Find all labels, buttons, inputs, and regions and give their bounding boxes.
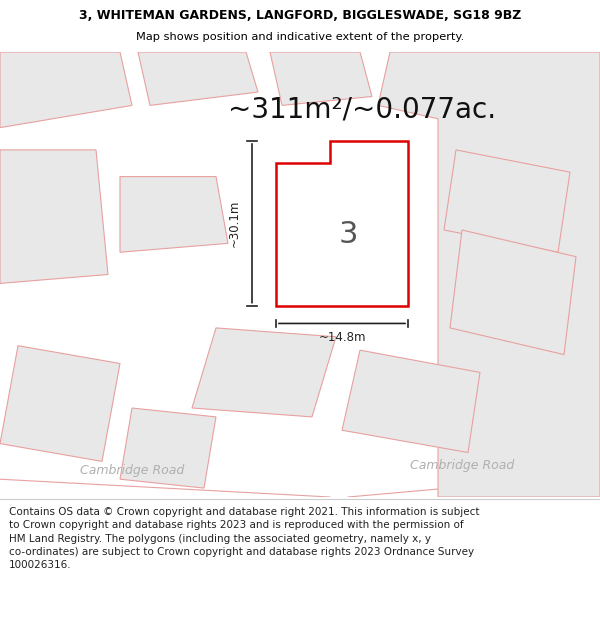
- Polygon shape: [192, 328, 336, 417]
- Text: ~14.8m: ~14.8m: [318, 331, 366, 344]
- Polygon shape: [0, 52, 132, 127]
- Polygon shape: [0, 150, 108, 283]
- Polygon shape: [138, 52, 258, 106]
- Text: 3: 3: [338, 220, 358, 249]
- Text: ~311m²/~0.077ac.: ~311m²/~0.077ac.: [228, 96, 496, 124]
- Polygon shape: [120, 177, 228, 252]
- Text: Map shows position and indicative extent of the property.: Map shows position and indicative extent…: [136, 32, 464, 43]
- Text: Cambridge Road: Cambridge Road: [80, 464, 184, 477]
- Polygon shape: [120, 408, 216, 488]
- Polygon shape: [378, 52, 600, 497]
- Polygon shape: [276, 141, 408, 306]
- Polygon shape: [270, 52, 372, 106]
- Polygon shape: [444, 150, 570, 253]
- Polygon shape: [0, 346, 120, 461]
- Polygon shape: [450, 230, 576, 354]
- Text: 3, WHITEMAN GARDENS, LANGFORD, BIGGLESWADE, SG18 9BZ: 3, WHITEMAN GARDENS, LANGFORD, BIGGLESWA…: [79, 9, 521, 22]
- Text: ~30.1m: ~30.1m: [228, 199, 241, 247]
- Polygon shape: [342, 350, 480, 452]
- Text: Contains OS data © Crown copyright and database right 2021. This information is : Contains OS data © Crown copyright and d…: [9, 508, 479, 570]
- Text: Cambridge Road: Cambridge Road: [410, 459, 514, 472]
